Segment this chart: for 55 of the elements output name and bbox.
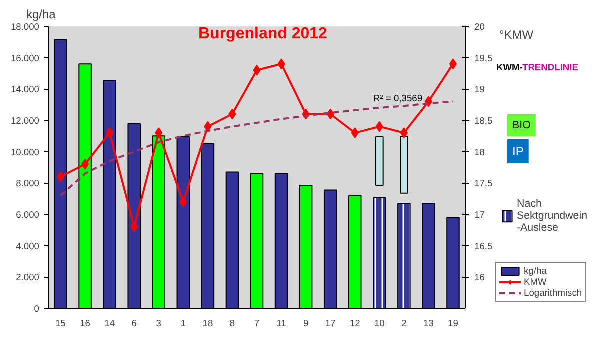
y-tick-label: 12.000 xyxy=(10,116,40,126)
x-tick-label: 15 xyxy=(56,318,66,328)
bar xyxy=(400,136,408,194)
point xyxy=(106,128,114,139)
x-tick-label: 2 xyxy=(402,318,407,328)
y2-tick-label: 20 xyxy=(474,22,485,32)
y-tick-label: 14.000 xyxy=(10,84,40,95)
text: BIO xyxy=(512,120,531,132)
legend-label: KMW xyxy=(524,277,547,287)
y2-tick-label: 16,5 xyxy=(474,241,493,252)
x-tick-label: 13 xyxy=(424,318,434,328)
x-tick-label: 16 xyxy=(80,318,90,328)
y-tick-label: 4.000 xyxy=(16,241,40,252)
y-tick-label: 16.000 xyxy=(10,53,40,64)
x-tick-label: 19 xyxy=(448,318,458,328)
text: TRENDLINIE xyxy=(522,62,578,72)
point xyxy=(449,58,458,70)
y2-tick-label: 18 xyxy=(474,147,485,158)
y-tick-label: 18.000 xyxy=(10,22,40,32)
x-tick-label: 18 xyxy=(202,318,214,328)
y2-axis-title: °KMW xyxy=(500,28,534,42)
x-tick-label: 12 xyxy=(350,318,360,328)
y-tick-label: 10.000 xyxy=(10,147,40,158)
chart-title: Burgenland 2012 xyxy=(198,26,328,42)
x-tick-label: 9 xyxy=(303,318,309,328)
legend-label: Logarithmisch xyxy=(524,288,582,298)
y2-tick-label: 17,5 xyxy=(474,178,493,189)
y-tick-label: 6.000 xyxy=(16,210,40,220)
y-tick-label: 8.000 xyxy=(16,178,40,189)
point xyxy=(81,158,90,170)
y-axis-title: kg/ha xyxy=(26,8,56,22)
y2-tick-label: 18,5 xyxy=(474,116,493,126)
point xyxy=(400,128,408,139)
legend-label: kg/ha xyxy=(524,266,547,276)
x-tick-label: 8 xyxy=(230,318,236,328)
legend-label: Nach Sektgrundwein -Auslese xyxy=(517,198,588,234)
y2-tick-label: 19,5 xyxy=(474,53,493,64)
point xyxy=(56,171,65,182)
x-tick-label: 14 xyxy=(104,318,116,328)
text: KWM- xyxy=(496,62,523,72)
y2-tick-label: 16 xyxy=(474,272,485,283)
x-tick-label: 17 xyxy=(325,318,336,328)
annotation: R² = 0,3569 xyxy=(374,94,423,104)
y-tick-label: 2.000 xyxy=(16,272,40,283)
y2-tick-label: 19 xyxy=(474,84,485,95)
x-tick-label: 1 xyxy=(180,318,186,328)
bar xyxy=(375,136,384,186)
y2-tick-label: 17 xyxy=(474,210,485,220)
x-tick-label: 3 xyxy=(156,318,162,328)
x-tick-label: 10 xyxy=(374,318,385,328)
text: IP xyxy=(512,144,524,158)
x-tick-label: 7 xyxy=(254,318,260,328)
x-tick-label: 6 xyxy=(132,318,137,328)
x-tick-label: 11 xyxy=(276,318,286,328)
y-tick-label: 0 xyxy=(34,304,40,314)
